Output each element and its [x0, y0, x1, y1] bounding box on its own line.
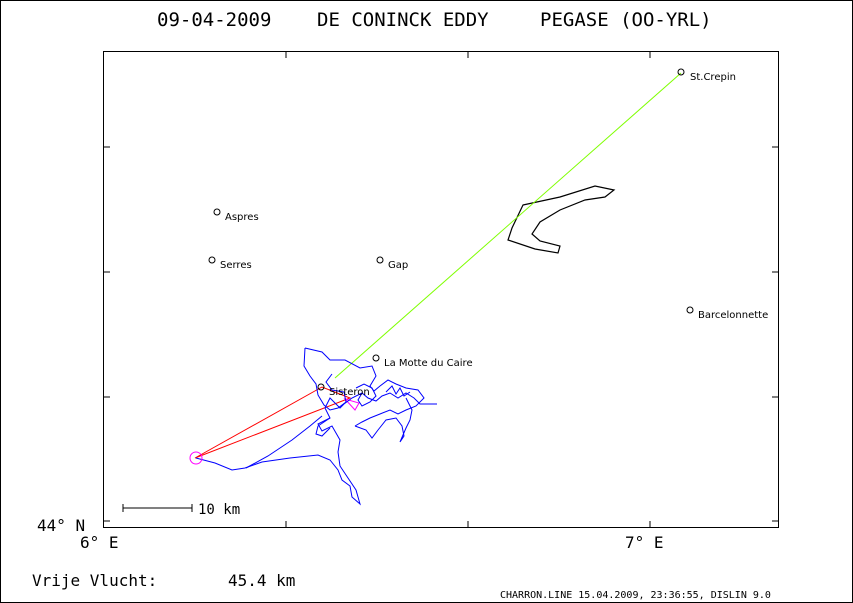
start-point-marker	[189, 451, 203, 465]
axis-ticks	[103, 52, 779, 528]
places: St.Crepin Aspres Serres Gap Barcelonnett…	[208, 68, 768, 398]
credit-line: CHARRON.LINE 15.04.2009, 23:36:55, DISLI…	[500, 590, 771, 601]
place-la-motte-du-caire: La Motte du Caire	[384, 358, 473, 369]
flight-date: 09-04-2009	[157, 9, 271, 31]
line-to-st-crepin	[334, 72, 682, 379]
flight-track	[195, 347, 437, 506]
place-sisteron: Sisteron	[329, 387, 370, 398]
scale-bar: 10 km	[122, 502, 240, 518]
airspace-area	[507, 185, 616, 254]
plot-frame	[103, 51, 779, 528]
place-serres: Serres	[220, 260, 252, 271]
place-dot-st-crepin	[677, 68, 685, 76]
glider-name: PEGASE (OO-YRL)	[540, 9, 712, 31]
distance-label: Vrije Vlucht:	[32, 571, 157, 590]
lon-label-6e: 6° E	[80, 533, 119, 552]
place-dot-la-motte-du-caire	[372, 354, 380, 362]
flight-triangle	[194, 386, 352, 459]
place-aspres: Aspres	[225, 212, 259, 223]
place-dot-barcelonnette	[686, 306, 694, 314]
scale-bar-label: 10 km	[198, 502, 240, 518]
lat-label: 44° N	[37, 516, 85, 535]
place-barcelonnette: Barcelonnette	[698, 310, 768, 321]
distance-value: 45.4 km	[228, 571, 295, 590]
place-st-crepin: St.Crepin	[690, 72, 736, 83]
pilot-name: DE CONINCK EDDY	[317, 9, 489, 31]
place-gap: Gap	[388, 260, 408, 271]
place-dot-aspres	[213, 208, 221, 216]
place-dot-serres	[208, 256, 216, 264]
lon-label-7e: 7° E	[625, 533, 664, 552]
turnpoint-marker	[343, 398, 360, 411]
place-dot-sisteron	[317, 383, 325, 391]
place-dot-gap	[376, 256, 384, 264]
